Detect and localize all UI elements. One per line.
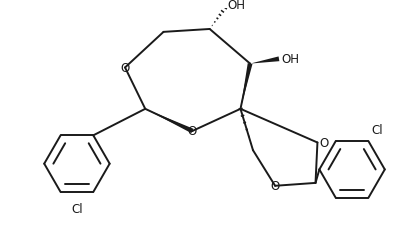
Text: OH: OH xyxy=(227,0,245,12)
Text: Cl: Cl xyxy=(71,202,83,215)
Text: Cl: Cl xyxy=(371,124,383,137)
Polygon shape xyxy=(145,109,194,134)
Text: O: O xyxy=(320,136,328,149)
Text: O: O xyxy=(120,62,130,75)
Text: O: O xyxy=(188,125,197,138)
Text: OH: OH xyxy=(282,53,300,66)
Polygon shape xyxy=(250,57,279,64)
Text: O: O xyxy=(271,179,280,192)
Polygon shape xyxy=(240,64,252,109)
